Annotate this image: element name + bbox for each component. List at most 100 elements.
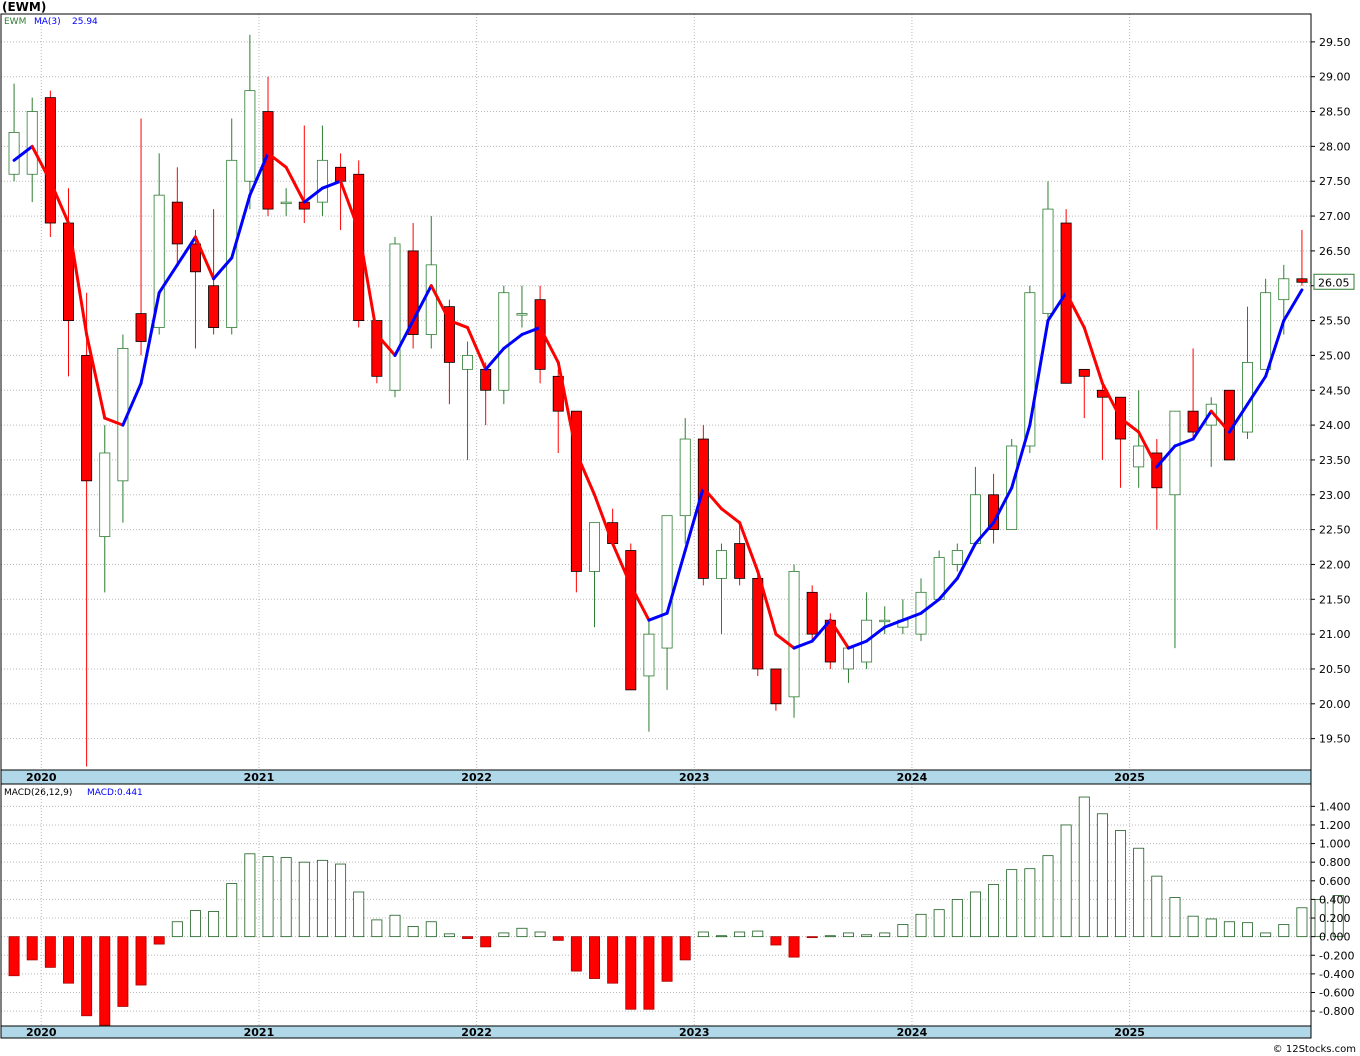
macd-bar <box>1296 907 1308 938</box>
price-candle <box>1205 397 1217 467</box>
macd-bar <box>44 936 56 968</box>
ma-segment <box>611 542 633 587</box>
ma-segment <box>320 179 343 190</box>
candle-body <box>716 550 727 579</box>
macd-tick-label: -0.400 <box>1319 968 1354 981</box>
price-candle <box>770 668 782 711</box>
ma-segment <box>1046 291 1068 323</box>
macd-bar <box>1042 855 1054 938</box>
candle-body <box>1260 292 1272 370</box>
price-candle <box>389 236 401 398</box>
price-candle <box>752 571 764 676</box>
ma-segment <box>846 639 869 650</box>
price-tick-label: 29.50 <box>1319 36 1351 49</box>
price-candles <box>8 34 1308 767</box>
macd-bar <box>443 933 455 938</box>
ma-segment <box>1246 374 1268 406</box>
candle-body <box>443 306 455 363</box>
year-label-top: 2023 <box>679 771 710 784</box>
macd-bar <box>189 910 201 938</box>
price-tick-label: 29.00 <box>1319 71 1351 84</box>
ma-segment <box>1264 319 1286 378</box>
macd-bar <box>643 936 655 1010</box>
macd-bar <box>1115 830 1127 938</box>
macd-bars <box>8 796 1344 1026</box>
page-title: (EWM) <box>2 0 47 14</box>
price-candle <box>443 299 455 405</box>
ma-segment <box>375 333 397 357</box>
macd-bar <box>389 914 401 938</box>
macd-tick-label: -0.200 <box>1319 949 1354 962</box>
ma-segment <box>865 625 887 643</box>
price-candle <box>806 585 818 642</box>
candle-body <box>625 550 637 691</box>
price-candle <box>298 125 310 224</box>
year-band-bottom <box>0 1025 1312 1039</box>
price-candle <box>1096 383 1108 460</box>
ma-segment <box>230 193 252 260</box>
price-y-axis: 19.50 20.00 20.50 21.00 21.50 22.00 22.50 23.00… <box>1311 36 1351 746</box>
macd-bar <box>625 936 637 1010</box>
macd-bar <box>1169 897 1181 938</box>
candle-body <box>951 550 963 565</box>
ma-segment <box>719 507 742 525</box>
candle-body <box>570 410 582 572</box>
macd-bar <box>716 935 727 938</box>
candle-body <box>135 313 147 342</box>
ma-segment <box>157 263 179 295</box>
macd-bar <box>280 857 292 938</box>
ma-segment <box>1119 416 1141 434</box>
legend-macd-label: MACD(26,12,9) <box>4 788 72 798</box>
macd-y-axis: -0.800 -0.600 -0.400 -0.200 0.000 0.200 0.400 0… <box>1311 800 1354 1018</box>
macd-bar <box>498 932 510 938</box>
candle-body <box>407 250 419 335</box>
price-tick-label: 21.50 <box>1319 593 1351 606</box>
price-candle <box>462 341 474 460</box>
price-tick-label: 21.00 <box>1319 628 1351 641</box>
ma-segment <box>738 521 760 573</box>
price-candle <box>1296 230 1308 286</box>
ma-segment <box>810 618 832 643</box>
price-candle <box>8 83 20 182</box>
ma-segment <box>593 493 615 546</box>
candle-body <box>26 111 38 175</box>
price-tick-label: 22.00 <box>1319 558 1351 571</box>
candle-body <box>1205 403 1217 426</box>
last-price-box <box>1313 273 1355 290</box>
macd-bar <box>988 884 1000 938</box>
ma-segment <box>85 333 107 420</box>
price-tick-label: 27.50 <box>1319 175 1351 188</box>
price-candle <box>425 216 437 349</box>
macd-bar <box>8 936 20 977</box>
ma-segment <box>1282 288 1304 323</box>
price-candle <box>280 188 292 217</box>
ma-segment <box>1010 423 1032 490</box>
candle-body <box>1024 292 1036 447</box>
price-grid <box>1 14 1311 770</box>
ma-segment <box>193 235 216 281</box>
macd-bar <box>353 891 365 938</box>
price-candle <box>879 606 891 635</box>
price-candle <box>1187 348 1199 440</box>
price-tick-label: 27.00 <box>1319 210 1351 223</box>
candle-body <box>806 591 818 635</box>
year-label-bottom: 2022 <box>461 1026 492 1039</box>
price-candle <box>734 522 746 586</box>
legend-ma-label: MA(3) <box>34 17 61 27</box>
price-candle <box>1133 390 1145 488</box>
price-tick-label: 26.50 <box>1319 245 1351 258</box>
macd-bar <box>842 932 854 938</box>
price-candle <box>589 522 600 628</box>
ma-segment <box>466 326 488 371</box>
macd-bar <box>1278 924 1290 938</box>
macd-bar <box>951 899 963 938</box>
legend-ma-value: 25.94 <box>72 17 98 27</box>
year-label-top: 2022 <box>461 771 492 784</box>
ma-segment <box>339 179 361 232</box>
ma-segment <box>284 165 306 204</box>
price-candle <box>208 209 220 335</box>
macd-bar <box>244 853 256 938</box>
year-label-bottom: 2023 <box>679 1026 710 1039</box>
price-candle <box>1078 368 1090 419</box>
candle-body <box>81 355 93 482</box>
